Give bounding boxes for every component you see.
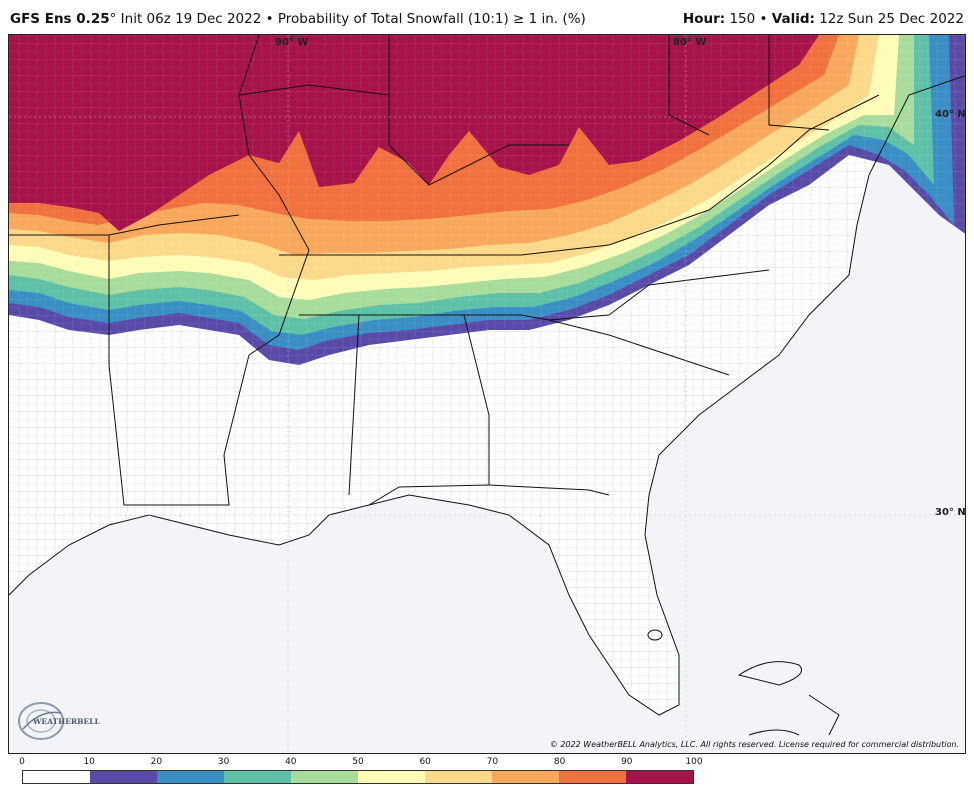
colorbar-segment-8 bbox=[559, 771, 626, 783]
map-svg bbox=[9, 35, 965, 753]
valid-time-block: Hour: 150 • Valid: 12z Sun 25 Dec 2022 bbox=[683, 11, 964, 27]
colorbar-segment-6 bbox=[425, 771, 492, 783]
colorbar-tick-label: 20 bbox=[150, 757, 163, 767]
weatherbell-logo: WEATHERBELL bbox=[15, 699, 100, 743]
valid-label: Valid: bbox=[771, 11, 815, 27]
valid-value: 12z Sun 25 Dec 2022 bbox=[819, 11, 964, 27]
colorbar-tick-label: 90 bbox=[621, 757, 633, 767]
colorbar-tick-label: 80 bbox=[553, 757, 566, 767]
colorbar-segment-2 bbox=[157, 771, 224, 783]
snow-probability-bands bbox=[9, 35, 965, 365]
colorbar-tick-label: 10 bbox=[83, 757, 95, 767]
longitude-label-80w: 80° W bbox=[673, 37, 707, 48]
coastline bbox=[9, 75, 965, 736]
colorbar-tick-label: 0 bbox=[19, 757, 25, 767]
longitude-label-90w: 90° W bbox=[275, 37, 309, 48]
chart-title: GFS Ens 0.25° Init 06z 19 Dec 2022 • Pro… bbox=[10, 11, 586, 27]
latitude-label-40n: 40° N bbox=[935, 109, 966, 120]
colorbar-tick-label: 50 bbox=[352, 757, 364, 767]
degree-symbol: ° bbox=[109, 11, 117, 27]
colorbar-segment-9 bbox=[626, 771, 693, 783]
copyright-notice: © 2022 WeatherBELL Analytics, LLC. All r… bbox=[549, 740, 959, 749]
map-panel: 90° W 80° W 40° N 30° N WEATHERBELL © 20… bbox=[8, 34, 966, 754]
colorbar-tick-label: 100 bbox=[685, 757, 703, 767]
latitude-label-30n: 30° N bbox=[935, 507, 966, 518]
init-time: Init 06z 19 Dec 2022 bbox=[120, 11, 262, 27]
colorbar-segment-7 bbox=[492, 771, 559, 783]
colorbar-tick-label: 60 bbox=[419, 757, 431, 767]
logo-text: WEATHERBELL bbox=[33, 717, 100, 726]
hour-label: Hour: bbox=[682, 11, 726, 27]
colorbar bbox=[22, 770, 694, 784]
colorbar-tick-label: 30 bbox=[217, 757, 230, 767]
colorbar-segment-1 bbox=[90, 771, 157, 783]
state-boundaries bbox=[9, 35, 880, 506]
colorbar-segment-0 bbox=[23, 771, 90, 783]
swirl-logo-icon bbox=[18, 702, 64, 740]
product-name: Probability of Total Snowfall (10:1) ≥ 1… bbox=[277, 11, 586, 27]
bullet-separator: • bbox=[759, 11, 768, 27]
colorbar-segment-5 bbox=[358, 771, 425, 783]
hour-value: 150 bbox=[729, 11, 756, 27]
colorbar-tick-label: 40 bbox=[285, 757, 297, 767]
bullet-separator: • bbox=[265, 11, 274, 27]
graticule bbox=[9, 35, 965, 753]
header: GFS Ens 0.25° Init 06z 19 Dec 2022 • Pro… bbox=[0, 0, 974, 34]
colorbar-segment-4 bbox=[291, 771, 358, 783]
colorbar-tick-label: 70 bbox=[486, 757, 499, 767]
model-name: GFS Ens 0.25 bbox=[10, 11, 110, 27]
colorbar-segment-3 bbox=[224, 771, 291, 783]
